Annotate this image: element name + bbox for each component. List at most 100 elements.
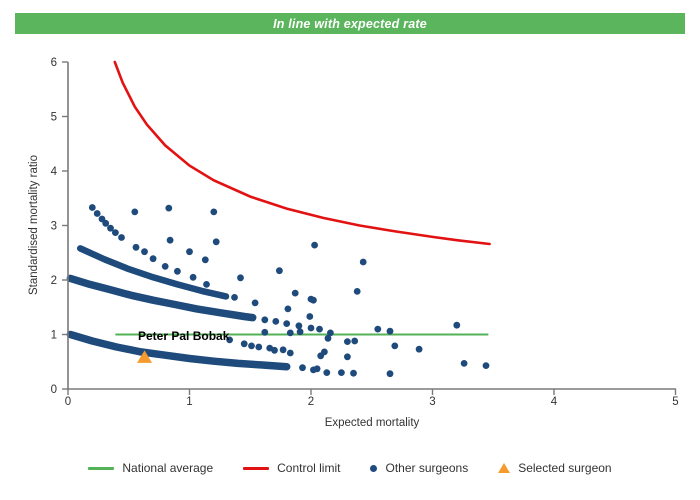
x-tick-label-5: 5	[672, 396, 678, 408]
other-surgeon-point[interactable]	[149, 255, 157, 263]
other-surgeon-point[interactable]	[283, 320, 291, 327]
other-surgeon-point[interactable]	[266, 344, 274, 352]
other-surgeon-point[interactable]	[212, 238, 220, 246]
other-surgeon-point[interactable]	[453, 321, 461, 329]
y-tick-label-1: 1	[51, 330, 57, 342]
other-surgeon-point[interactable]	[291, 289, 299, 297]
other-surgeon-point[interactable]	[324, 334, 332, 342]
other-surgeon-point[interactable]	[276, 267, 283, 275]
legend-label: Other surgeons	[385, 461, 469, 475]
other-surgeon-point[interactable]	[93, 210, 101, 217]
other-surgeon-point[interactable]	[107, 224, 114, 232]
band-smr-2-6[interactable]	[76, 245, 230, 300]
legend-item-control-limit: Control limit	[243, 461, 340, 475]
other-surgeon-point[interactable]	[261, 316, 269, 324]
y-tick-label-4: 4	[51, 166, 58, 178]
other-surgeon-point[interactable]	[310, 296, 317, 304]
other-surgeon-point[interactable]	[203, 281, 210, 288]
y-axis-title: Standardised mortality ratio	[28, 155, 40, 295]
band-smr-1[interactable]	[66, 330, 291, 371]
other-surgeon-point[interactable]	[344, 353, 351, 361]
legend-item-national-average: National average	[88, 461, 213, 475]
other-surgeon-point[interactable]	[240, 340, 248, 348]
other-surgeon-point[interactable]	[338, 369, 345, 376]
legend-item-selected-surgeon: Selected surgeon	[498, 461, 612, 475]
y-tick-label-3: 3	[51, 221, 57, 233]
other-surgeon-point[interactable]	[359, 258, 367, 266]
other-surgeon-point[interactable]	[210, 208, 218, 216]
other-surgeon-point[interactable]	[327, 329, 334, 337]
legend-label: Control limit	[277, 461, 341, 475]
legend: National average Control limit Other sur…	[0, 456, 700, 480]
selected-surgeon-label: Peter Pal Bobak	[138, 329, 230, 343]
other-surgeon-point[interactable]	[311, 241, 318, 249]
other-surgeon-point[interactable]	[374, 325, 382, 333]
other-surgeon-point[interactable]	[316, 325, 323, 333]
other-surgeon-point[interactable]	[351, 337, 359, 345]
plot-area: 0 1 2 3 4 5 0 1 2 3 4 5 6 Expected mortality Standardi…	[28, 57, 679, 429]
other-surgeon-point[interactable]	[141, 248, 148, 256]
other-surgeon-point[interactable]	[415, 345, 423, 353]
other-surgeons-dot-icon	[370, 464, 378, 472]
other-surgeon-point[interactable]	[307, 324, 315, 332]
other-surgeon-point[interactable]	[350, 369, 357, 377]
selected-surgeon-point[interactable]	[137, 350, 153, 363]
other-surgeon-point[interactable]	[251, 299, 259, 307]
other-surgeon-point[interactable]	[237, 274, 244, 282]
other-surgeon-point[interactable]	[166, 236, 174, 244]
other-surgeon-point[interactable]	[248, 342, 255, 350]
other-surgeon-point[interactable]	[261, 328, 269, 336]
other-surgeon-point[interactable]	[201, 256, 209, 264]
band-smr-2[interactable]	[66, 274, 257, 322]
other-surgeon-point[interactable]	[102, 219, 110, 227]
status-banner-text: In line with expected rate	[273, 16, 427, 31]
other-surgeon-point[interactable]	[88, 204, 96, 211]
other-surgeon-point[interactable]	[189, 273, 197, 281]
y-tick-label-0: 0	[51, 384, 57, 396]
legend-item-other-surgeons: Other surgeons	[370, 461, 468, 475]
other-surgeon-point[interactable]	[118, 234, 125, 241]
x-tick-label-0: 0	[65, 396, 71, 408]
other-surgeon-point[interactable]	[460, 360, 468, 367]
other-surgeon-point[interactable]	[295, 322, 303, 330]
other-surgeon-point[interactable]	[255, 343, 263, 351]
other-surgeon-point[interactable]	[231, 294, 238, 301]
other-surgeon-point[interactable]	[386, 327, 394, 335]
other-surgeon-point[interactable]	[161, 263, 169, 270]
other-surgeon-point[interactable]	[306, 313, 314, 320]
other-surgeon-point[interactable]	[391, 342, 399, 350]
control-limit-curve	[113, 60, 491, 246]
other-surgeon-point[interactable]	[299, 364, 306, 372]
other-surgeon-point[interactable]	[286, 329, 294, 337]
national-average-line-icon	[88, 466, 115, 470]
x-tick-label-2: 2	[308, 396, 314, 408]
x-tick-label-3: 3	[429, 396, 435, 408]
other-surgeon-point[interactable]	[344, 338, 351, 345]
other-surgeon-point[interactable]	[186, 248, 193, 256]
other-surgeon-point[interactable]	[321, 348, 328, 356]
other-surgeon-point[interactable]	[226, 336, 234, 344]
other-surgeon-point[interactable]	[279, 346, 287, 354]
other-surgeon-point[interactable]	[310, 366, 317, 374]
other-surgeon-point[interactable]	[323, 369, 331, 376]
other-surgeon-point[interactable]	[284, 305, 292, 313]
other-surgeon-point[interactable]	[386, 370, 394, 378]
other-surgeon-point[interactable]	[296, 328, 304, 336]
other-surgeon-point[interactable]	[132, 243, 140, 251]
legend-label: Selected surgeon	[518, 461, 612, 475]
other-surgeon-point[interactable]	[131, 208, 139, 216]
other-surgeon-point[interactable]	[165, 204, 173, 212]
selected-surgeon-triangle-icon	[498, 463, 511, 473]
other-surgeon-point[interactable]	[482, 362, 490, 369]
x-tick-label-1: 1	[186, 396, 192, 408]
other-surgeon-point[interactable]	[272, 318, 280, 325]
other-surgeon-point[interactable]	[353, 288, 361, 295]
x-axis-title: Expected mortality	[325, 417, 420, 429]
y-tick-label-2: 2	[51, 275, 57, 287]
other-surgeon-point[interactable]	[286, 349, 294, 357]
other-surgeon-point[interactable]	[112, 229, 119, 237]
other-surgeon-point[interactable]	[174, 267, 181, 275]
control-limit-line-icon	[243, 466, 270, 470]
legend-label: National average	[122, 461, 214, 475]
